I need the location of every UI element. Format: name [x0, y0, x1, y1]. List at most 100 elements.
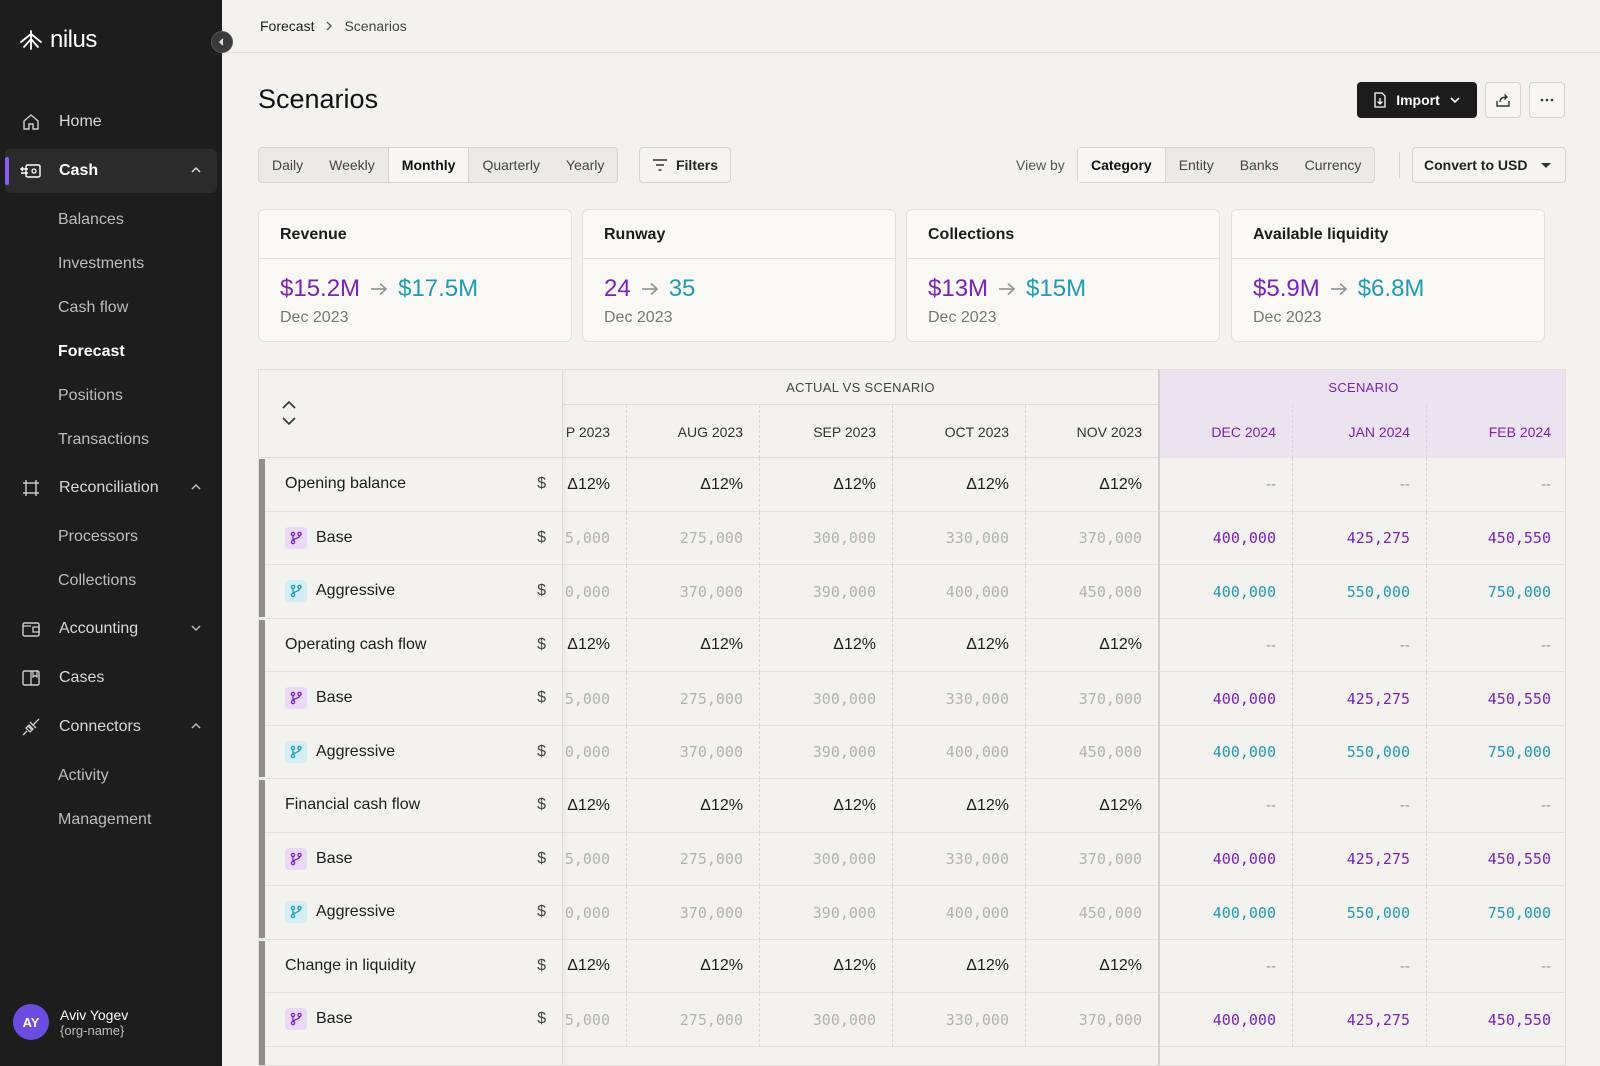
breadcrumb-forecast[interactable]: Forecast: [260, 18, 315, 34]
scenario-cell[interactable]: --: [1292, 458, 1426, 512]
scenario-cell[interactable]: 425,275: [1292, 511, 1426, 565]
view-by-option-category[interactable]: Category: [1078, 148, 1166, 182]
scenario-cell[interactable]: 425,275: [1292, 993, 1426, 1047]
table-row[interactable]: Base $: [259, 833, 562, 886]
scenario-cell[interactable]: 400,000: [1212, 529, 1276, 548]
sidebar-item-accounting[interactable]: Accounting: [5, 607, 217, 651]
sidebar-item-connectors[interactable]: Connectors: [5, 705, 217, 749]
sidebar-collapse-button[interactable]: [211, 31, 233, 53]
scenario-cell[interactable]: 400,000: [1212, 582, 1276, 601]
kpi-card-revenue[interactable]: Revenue $15.2M $17.5M Dec 2023: [258, 209, 572, 342]
scenario-cell[interactable]: --: [1292, 618, 1426, 672]
scenario-cell[interactable]: 450,550: [1426, 672, 1565, 726]
scenario-cell[interactable]: --: [1426, 618, 1565, 672]
scenario-cell[interactable]: --: [1292, 779, 1426, 833]
logo[interactable]: nilus: [18, 26, 97, 54]
table-row: 5,000 275,000 300,000 330,000 370,000 400,000…: [563, 672, 1565, 726]
scenario-cell[interactable]: 750,000: [1426, 886, 1565, 940]
scenario-cell[interactable]: 400,000: [1212, 689, 1276, 708]
table-group-row[interactable]: Operating cash flow $: [259, 619, 562, 672]
sidebar-subitem-forecast[interactable]: Forecast: [58, 343, 125, 360]
sidebar-subitem-balances[interactable]: Balances: [58, 211, 124, 228]
kpi-card-runway[interactable]: Runway 24 35 Dec 2023: [582, 209, 896, 342]
scenario-month-header: FEB 2024: [1426, 405, 1565, 458]
period-option-yearly[interactable]: Yearly: [566, 157, 605, 173]
chevron-up-icon[interactable]: [189, 480, 203, 494]
header-divider: [222, 52, 1600, 53]
sidebar-subitem-cash-flow[interactable]: Cash flow: [58, 299, 129, 316]
month-header: AUG 2023: [626, 405, 759, 458]
scenario-cell[interactable]: --: [1266, 476, 1276, 494]
sort-icon[interactable]: [281, 400, 297, 426]
row-label: Base: [316, 528, 353, 546]
chevron-up-icon[interactable]: [189, 719, 203, 733]
table-row[interactable]: Aggressive $: [259, 726, 562, 779]
chevron-down-icon[interactable]: [189, 621, 203, 635]
sidebar-subitem-positions[interactable]: Positions: [58, 387, 123, 404]
table-group-row[interactable]: Financial cash flow $: [259, 779, 562, 833]
scenario-cell[interactable]: 400,000: [1212, 743, 1276, 762]
scenario-cell[interactable]: 450,550: [1426, 832, 1565, 886]
scenario-cell[interactable]: 450,550: [1426, 993, 1565, 1047]
scenario-cell[interactable]: --: [1266, 636, 1276, 654]
table-cell: 370,000: [626, 565, 759, 619]
table-group-row[interactable]: Opening balance $: [259, 458, 562, 512]
scenario-cell[interactable]: --: [1266, 797, 1276, 815]
scenario-cell[interactable]: 400,000: [1212, 1010, 1276, 1029]
scenario-cell[interactable]: --: [1266, 957, 1276, 975]
sidebar-subitem-transactions[interactable]: Transactions: [58, 431, 149, 448]
scenario-cell[interactable]: 425,275: [1292, 672, 1426, 726]
scenario-cell[interactable]: 750,000: [1426, 565, 1565, 619]
row-currency: $: [537, 742, 546, 760]
scenario-cell[interactable]: 550,000: [1292, 725, 1426, 779]
table-cell: 300,000: [759, 672, 892, 726]
row-currency: $: [537, 475, 546, 492]
scenario-cell[interactable]: 450,550: [1426, 511, 1565, 565]
scenario-cell[interactable]: --: [1426, 939, 1565, 993]
period-option-monthly[interactable]: Monthly: [387, 148, 470, 182]
period-option-quarterly[interactable]: Quarterly: [482, 157, 541, 173]
sidebar-item-cases[interactable]: Cases: [5, 656, 217, 700]
scenario-month-header: DEC 2024: [1158, 405, 1292, 458]
scenario-cell[interactable]: 400,000: [1212, 850, 1276, 869]
table-row[interactable]: Base $: [259, 993, 562, 1047]
sidebar-item-label: Cases: [59, 669, 105, 686]
table-row: 5,000 275,000 300,000 330,000 370,000 400,000…: [563, 511, 1565, 565]
sidebar-subitem-investments[interactable]: Investments: [58, 255, 145, 272]
share-button[interactable]: [1485, 82, 1521, 118]
scenario-cell[interactable]: 400,000: [1212, 903, 1276, 922]
scenario-cell[interactable]: 425,275: [1292, 832, 1426, 886]
sidebar-subitem-activity[interactable]: Activity: [58, 767, 109, 784]
table-row[interactable]: Base $: [259, 512, 562, 565]
sidebar-subitem-processors[interactable]: Processors: [58, 528, 139, 545]
table-cell: Δ12%: [626, 618, 759, 672]
user-profile[interactable]: AY Aviv Yogev {org-name}: [13, 1004, 128, 1040]
table-row[interactable]: Aggressive $: [259, 886, 562, 940]
view-by-option-entity[interactable]: Entity: [1178, 157, 1214, 173]
table-group-row[interactable]: Change in liquidity $: [259, 940, 562, 993]
import-button[interactable]: Import: [1357, 82, 1477, 118]
scenario-cell[interactable]: 550,000: [1292, 565, 1426, 619]
sidebar-item-reconciliation[interactable]: Reconciliation: [5, 466, 217, 510]
table-row[interactable]: Base $: [259, 672, 562, 726]
period-option-daily[interactable]: Daily: [272, 157, 304, 173]
period-option-weekly[interactable]: Weekly: [329, 157, 375, 173]
view-by-option-banks[interactable]: Banks: [1239, 157, 1279, 173]
kpi-card-available-liquidity[interactable]: Available liquidity $5.9M $6.8M Dec 2023: [1231, 209, 1545, 342]
scenario-cell[interactable]: 550,000: [1292, 886, 1426, 940]
sidebar-subitem-collections[interactable]: Collections: [58, 572, 137, 589]
scenario-cell[interactable]: --: [1426, 779, 1565, 833]
sidebar-item-cash[interactable]: Cash: [5, 149, 217, 193]
scenario-cell[interactable]: --: [1292, 939, 1426, 993]
kpi-card-collections[interactable]: Collections $13M $15M Dec 2023: [906, 209, 1220, 342]
scenario-cell[interactable]: --: [1426, 458, 1565, 512]
scenario-cell[interactable]: 750,000: [1426, 725, 1565, 779]
filters-button[interactable]: Filters: [639, 147, 731, 183]
sidebar-item-home[interactable]: Home: [5, 100, 217, 144]
view-by-option-currency[interactable]: Currency: [1304, 157, 1362, 173]
more-options-button[interactable]: [1529, 82, 1565, 118]
convert-currency-select[interactable]: Convert to USD: [1412, 147, 1566, 183]
chevron-up-icon[interactable]: [189, 163, 203, 177]
sidebar-subitem-management[interactable]: Management: [58, 811, 152, 828]
table-row[interactable]: Aggressive $: [259, 565, 562, 619]
